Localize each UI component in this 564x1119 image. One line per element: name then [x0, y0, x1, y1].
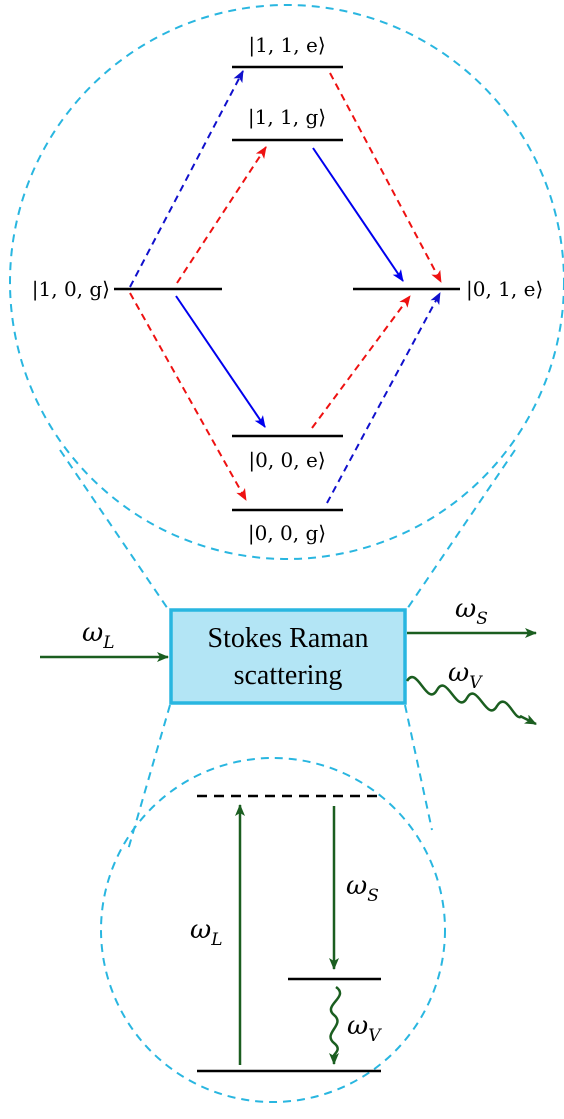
label-11e: |1, 1, e⟩ [248, 33, 325, 58]
vibration-relaxation-label: ωV [347, 1011, 382, 1046]
vibration-out-label: ωV [448, 658, 483, 693]
label-00g: |0, 0, g⟩ [248, 521, 326, 546]
top-zoom-group: |1, 1, e⟩ |1, 1, g⟩ |1, 0, g⟩ |0, 1, e⟩ … [9, 4, 564, 613]
top-zoom-circle [9, 4, 564, 560]
label-10g: |1, 0, g⟩ [32, 277, 110, 302]
box-label-line1: Stokes Raman [208, 623, 369, 654]
top-zoom-connector-right [404, 449, 516, 613]
vibration-out-wave [405, 675, 523, 719]
bottom-zoom-group: ωL ωS ωV [100, 704, 446, 1103]
stokes-raman-box [169, 608, 407, 705]
blue-solid-11g-to-01e [312, 147, 404, 282]
raman-process-group: Stokes Raman scattering ωL ωS ωV [40, 594, 537, 726]
laser-in-label: ωL [82, 618, 115, 653]
blue-dashed-10g-to-11e [129, 70, 244, 288]
red-dashed-11e-to-01e [329, 72, 442, 283]
blue-solid-10g-to-00e [175, 295, 266, 428]
bottom-zoom-connector-right [404, 704, 433, 831]
bottom-zoom-connector-left [127, 704, 171, 851]
red-dashed-10g-to-00g [129, 292, 247, 501]
box-label-line2: scattering [234, 660, 343, 691]
vibration-out-arrowhead-stub [519, 714, 537, 726]
label-00e: |0, 0, e⟩ [248, 448, 325, 473]
stokes-out-label: ωS [455, 594, 488, 629]
red-dashed-10g-to-11g [176, 146, 267, 284]
vibration-relaxation-wave [329, 985, 342, 1059]
label-01e: |0, 1, e⟩ [466, 277, 543, 302]
laser-excitation-label: ωL [190, 915, 223, 950]
red-dashed-00e-to-01e [311, 295, 411, 429]
top-zoom-connector-left [59, 449, 171, 613]
bottom-zoom-circle [100, 757, 446, 1103]
label-11g: |1, 1, g⟩ [248, 105, 326, 130]
blue-dashed-00g-to-01e [326, 292, 441, 504]
stokes-emission-label: ωS [346, 871, 379, 906]
